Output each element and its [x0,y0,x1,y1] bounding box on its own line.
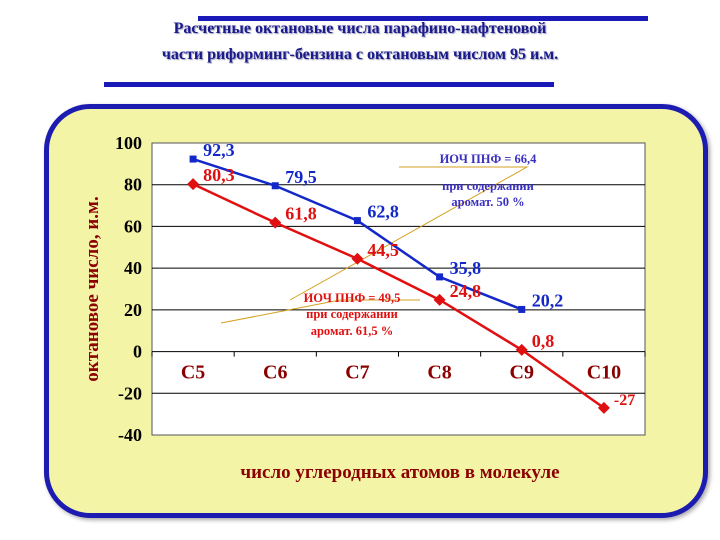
data-point-red [351,252,364,265]
x-tick-label: C7 [345,362,369,384]
data-label-red: 44,5 [367,240,399,260]
y-tick-label: 20 [124,300,142,320]
data-point-blue [518,305,526,313]
x-tick-label: C10 [587,362,621,384]
data-label-red: 0,8 [532,331,555,351]
x-tick-label: C8 [427,362,451,384]
data-label-red: 24,8 [450,281,482,301]
annotation-top-line2: при содержании [442,179,534,193]
chart-title-line-2: части риформинг-бензина с октановым числ… [161,46,559,63]
y-tick-label: -40 [118,425,142,445]
series-line-red [192,182,605,409]
data-point-red [269,216,282,229]
y-tick-label: 40 [124,258,142,278]
x-tick-label: C5 [181,362,205,384]
y-tick-label: 100 [115,133,142,153]
annotation-bottom-line1: ИОЧ ПНФ = 49,5 [304,291,401,305]
data-point-red [515,343,528,356]
y-tick-label: 80 [124,175,142,195]
title-rule-bottom [104,82,554,87]
annotation-top-line1: ИОЧ ПНФ = 66,4 [440,152,538,166]
chart-title-line-1: Расчетные октановые числа парафино-нафте… [173,20,547,37]
annotation-bottom-line3: аромат. 61,5 % [311,324,394,338]
annotation-pointer-top [289,166,529,301]
annotation-bottom-line2: при содержании [306,307,398,321]
x-tick-label: C9 [510,362,534,384]
data-label-blue: 20,2 [532,290,564,310]
annotation-pointer-bottom [220,299,420,324]
data-label-blue: 62,8 [367,202,399,222]
data-label-blue: 92,3 [203,140,235,160]
x-axis-label: число углеродных атомов в молекуле [240,462,559,483]
data-label-blue: 79,5 [285,167,317,187]
data-point-blue [436,273,444,281]
title-rule-top [198,16,648,21]
x-tick-label: C6 [263,362,287,384]
data-point-red [433,293,446,306]
data-point-red [187,178,200,191]
data-label-red: -27 [614,392,635,409]
y-tick-label: 60 [124,216,142,236]
y-tick-label: 0 [133,342,142,362]
annotation-top-line3: аромат. 50 % [451,195,524,209]
data-label-blue: 35,8 [450,258,482,278]
plot-area [151,142,646,436]
data-label-red: 61,8 [285,204,317,224]
data-point-blue [353,217,361,225]
data-point-blue [189,155,197,163]
y-axis-label: октановое число, и.м. [82,196,103,381]
data-point-blue [271,182,279,190]
y-tick-label: -20 [118,383,142,403]
data-point-red [597,401,610,414]
data-label-red: 80,3 [203,165,235,185]
